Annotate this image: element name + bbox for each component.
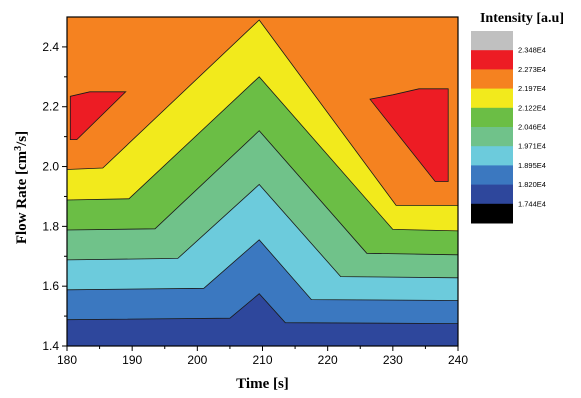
x-tick-label: 200 <box>187 353 207 367</box>
band-2046-line <box>66 76 459 232</box>
y-axis: 1.4 1.6 1.8 2.0 2.2 2.4 <box>42 40 67 353</box>
y-tick-label: 1.4 <box>42 339 59 353</box>
legend-title: Intensity [a.u] <box>480 11 564 26</box>
legend: 2.348E4 2.273E4 2.197E4 2.122E4 2.046E4 1.971… <box>471 31 546 224</box>
x-tick-label: 240 <box>448 353 468 367</box>
legend-swatch <box>471 107 513 128</box>
x-tick-label: 190 <box>122 353 142 367</box>
legend-swatch <box>471 184 513 205</box>
y-tick-label: 2.2 <box>42 100 59 114</box>
legend-label: 2.122E4 <box>518 103 546 112</box>
band-1820-line <box>66 239 459 301</box>
y-axis-title-end: /s] <box>14 131 30 147</box>
y-tick-label: 2.0 <box>42 160 59 174</box>
x-axis-title: Time [s] <box>236 376 289 392</box>
x-tick-label: 230 <box>383 353 403 367</box>
y-axis-title: Flow Rate [cm3/s] <box>13 131 30 244</box>
legend-label: 2.273E4 <box>518 65 546 74</box>
legend-swatch <box>471 127 513 147</box>
x-axis: 180 190 200 210 220 230 240 <box>57 346 468 367</box>
hotspot-left <box>69 91 127 140</box>
x-tick-label: 210 <box>252 353 272 367</box>
band-1971-line <box>66 130 459 256</box>
band-2122-line <box>66 19 458 206</box>
x-tick-label: 220 <box>318 353 338 367</box>
x-tick-label: 180 <box>57 353 77 367</box>
band-1744-line <box>66 293 459 324</box>
band-1895-line <box>66 183 459 279</box>
contour-lines <box>66 19 459 324</box>
legend-label: 1.744E4 <box>518 199 546 208</box>
plot-area <box>67 17 458 347</box>
legend-swatch <box>471 69 513 90</box>
legend-label: 2.046E4 <box>518 123 546 132</box>
legend-label: 2.197E4 <box>518 84 546 93</box>
y-tick-label: 2.4 <box>42 40 59 54</box>
legend-swatch <box>471 146 513 166</box>
band-1744 <box>67 293 458 346</box>
y-tick-label: 1.6 <box>42 279 59 293</box>
legend-swatch <box>471 50 513 70</box>
hotspot-right <box>369 88 449 182</box>
legend-label: 1.820E4 <box>518 180 546 189</box>
y-axis-title-main: Flow Rate [cm <box>14 150 30 244</box>
y-tick-label: 1.8 <box>42 219 59 233</box>
legend-swatch <box>471 165 513 186</box>
legend-label: 2.348E4 <box>518 46 546 55</box>
legend-swatch <box>471 88 513 109</box>
legend-swatch <box>471 31 513 51</box>
legend-label: 1.971E4 <box>518 142 546 151</box>
legend-label: 1.895E4 <box>518 161 546 170</box>
legend-swatch <box>471 203 513 224</box>
y-axis-title-sup: 3 <box>13 146 24 151</box>
